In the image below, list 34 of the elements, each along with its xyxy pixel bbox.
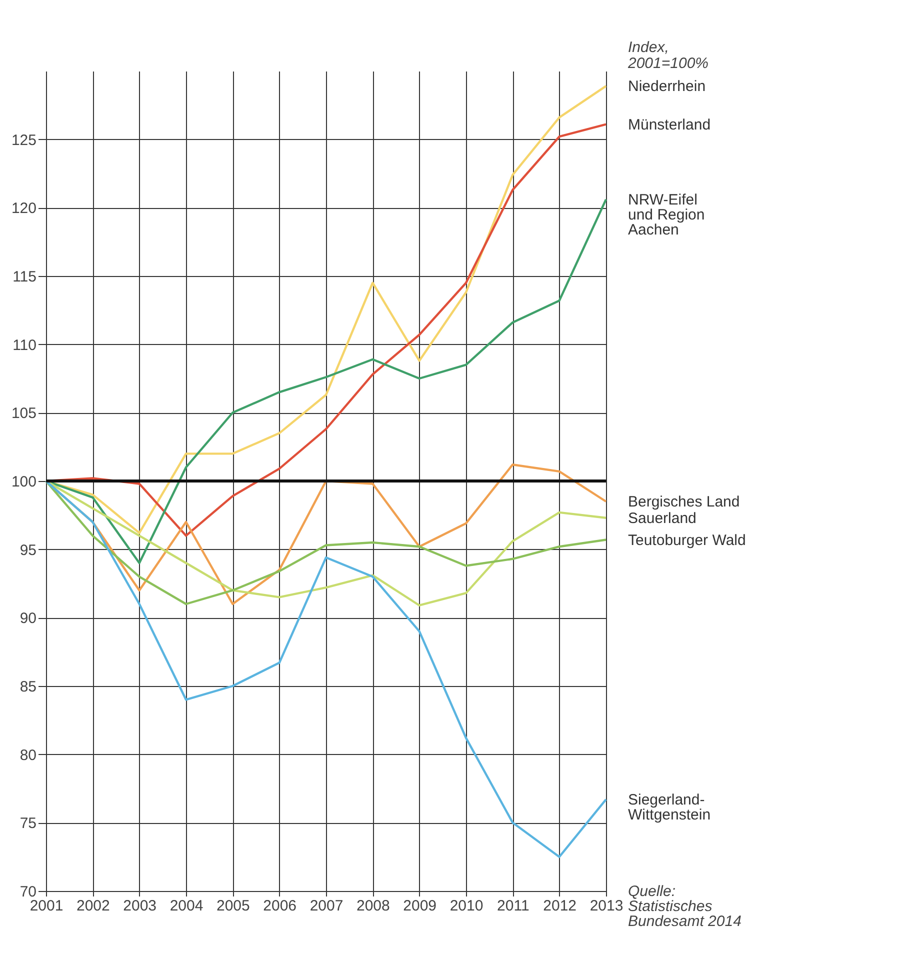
series-label: Siegerland-Wittgenstein (628, 791, 711, 824)
x-tick-label: 2002 (76, 898, 110, 914)
y-axis-title: Index, 2001=100% (627, 39, 708, 72)
series-label: Niederrhein (628, 78, 706, 96)
x-tick-label: 2001 (30, 898, 64, 914)
x-tick-label: 2007 (310, 898, 344, 914)
series-label: Teutoburger Wald (628, 532, 746, 549)
y-tick-label: 85 (20, 678, 36, 696)
y-tick-label: 90 (20, 610, 36, 628)
x-tick-label: 2008 (356, 898, 390, 914)
y-tick-label: 115 (12, 268, 36, 286)
source-note: Quelle: Statistisches Bundesamt 2014 (628, 883, 742, 930)
series-label: NRW-Eifel und Region Aachen (628, 191, 705, 238)
x-tick-label: 2010 (450, 898, 484, 914)
series-label: Münsterland (628, 116, 711, 134)
y-tick-label: 100 (11, 474, 36, 490)
series-label: Bergisches Land (628, 494, 740, 510)
series-label: Sauerland (628, 510, 696, 527)
x-tick-label: 2013 (590, 898, 624, 914)
y-tick-label: 80 (20, 746, 36, 764)
x-tick-label: 2006 (263, 898, 297, 914)
x-tick-label: 2004 (170, 898, 204, 914)
y-tick-label: 125 (11, 132, 36, 149)
x-tick-label: 2009 (403, 898, 437, 914)
x-tick-label: 2011 (497, 898, 530, 914)
x-tick-label: 2003 (123, 898, 157, 914)
x-tick-label: 2005 (216, 898, 250, 914)
y-tick-label: 105 (11, 405, 36, 422)
y-tick-label: 75 (20, 815, 36, 832)
y-tick-label: 70 (20, 884, 36, 900)
y-tick-label: 120 (11, 200, 36, 218)
y-tick-label: 95 (20, 542, 36, 559)
y-tick-label: 110 (12, 336, 36, 354)
x-tick-label: 2012 (543, 898, 577, 914)
